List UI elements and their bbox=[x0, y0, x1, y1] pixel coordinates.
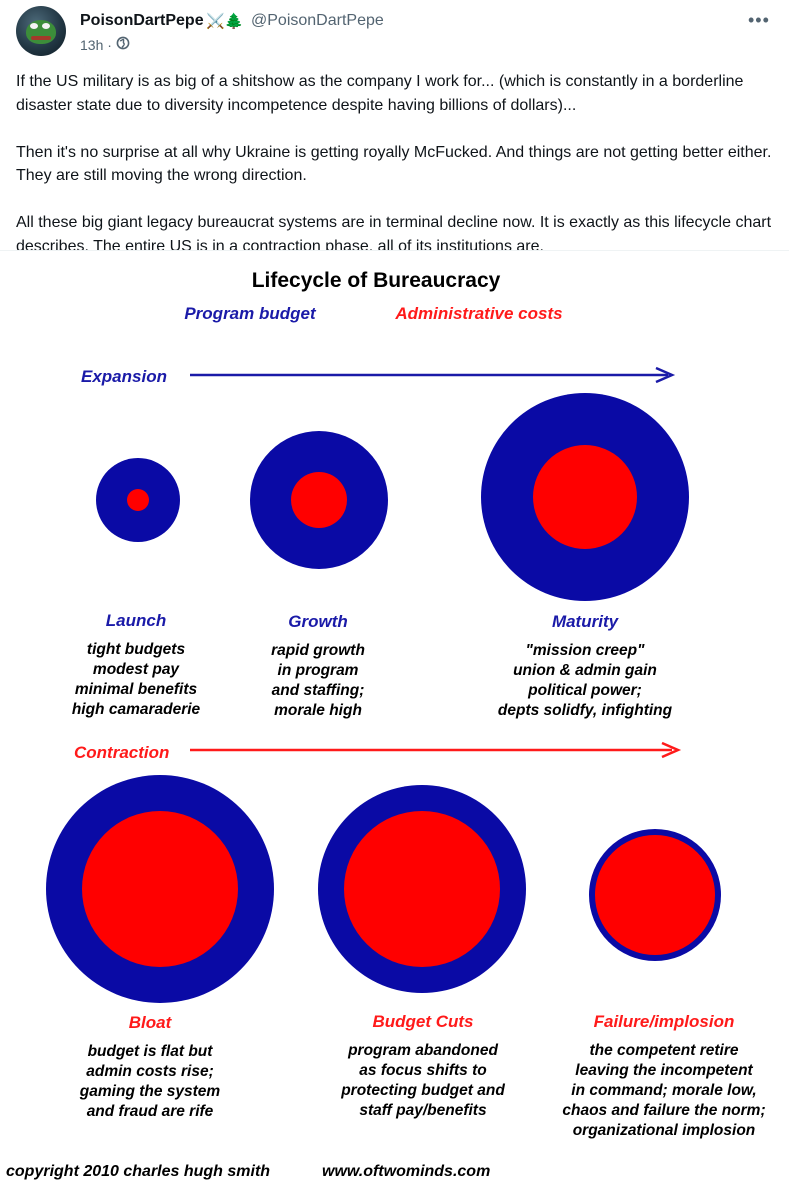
stage-budget-cuts: Budget Cuts program abandoned as focus shi… bbox=[318, 785, 526, 1119]
avatar[interactable] bbox=[16, 6, 66, 56]
stage-description-line: tight budgets bbox=[87, 641, 186, 658]
admin-costs-circle bbox=[533, 445, 637, 549]
stage-description-line: and staffing; bbox=[272, 682, 365, 699]
stage-description-line: the competent retire bbox=[589, 1042, 738, 1059]
admin-costs-circle bbox=[127, 489, 149, 511]
chart-title: Lifecycle of Bureaucracy bbox=[252, 269, 501, 292]
post-paragraph: Then it's no surprise at all why Ukraine… bbox=[16, 143, 772, 185]
globe-icon bbox=[116, 36, 130, 50]
stage-description-line: protecting budget and bbox=[340, 1082, 505, 1099]
legend-administrative-costs: Administrative costs bbox=[394, 304, 562, 323]
stage-launch: Launch tight budgets modest pay minimal ben… bbox=[72, 458, 201, 718]
stage-growth: Growth rapid growth in program and staffing… bbox=[250, 431, 388, 719]
post-paragraph: If the US military is as big of a shitsh… bbox=[16, 73, 744, 114]
stage-name: Launch bbox=[106, 611, 166, 630]
stage-bloat: Bloat budget is flat but admin costs rise;… bbox=[46, 775, 274, 1120]
stage-description-line: and fraud are rife bbox=[87, 1103, 214, 1120]
stage-description-line: rapid growth bbox=[271, 642, 365, 659]
stage-maturity: Maturity "mission creep" union & admin gai… bbox=[481, 393, 689, 719]
lifecycle-chart: Lifecycle of Bureaucracy Program budget … bbox=[6, 269, 766, 1180]
contraction-arrow-head bbox=[661, 741, 682, 759]
admin-costs-circle bbox=[595, 835, 715, 955]
stage-description-line: gaming the system bbox=[79, 1083, 221, 1100]
stage-description-line: program abandoned bbox=[347, 1042, 498, 1059]
stage-description-line: political power; bbox=[527, 682, 642, 699]
stage-name: Maturity bbox=[552, 612, 620, 631]
legend-program-budget: Program budget bbox=[184, 304, 317, 323]
more-icon[interactable]: ••• bbox=[748, 10, 770, 30]
stage-name: Growth bbox=[288, 612, 348, 631]
post-header: PoisonDartPepe ⚔️🌲 @PoisonDartPepe 13h ·… bbox=[0, 0, 789, 60]
stage-description-line: budget is flat but bbox=[88, 1043, 214, 1060]
display-name[interactable]: PoisonDartPepe bbox=[80, 12, 204, 29]
stage-description-line: in command; morale low, bbox=[571, 1082, 756, 1099]
stage-failure-implosion: Failure/implosion the competent retire lea… bbox=[562, 829, 766, 1139]
stage-description-line: union & admin gain bbox=[513, 662, 657, 679]
stage-description-line: "mission creep" bbox=[526, 642, 646, 659]
stage-name: Bloat bbox=[129, 1013, 173, 1032]
stage-description-line: organizational implosion bbox=[573, 1122, 756, 1139]
stage-description-line: in program bbox=[278, 662, 359, 679]
post-timestamp[interactable]: 13h · bbox=[80, 37, 112, 53]
stage-name: Failure/implosion bbox=[594, 1012, 735, 1031]
name-badge-emojis: ⚔️🌲 bbox=[206, 13, 244, 30]
admin-costs-circle bbox=[82, 811, 238, 967]
stage-description-line: minimal benefits bbox=[75, 681, 198, 698]
admin-costs-circle bbox=[291, 472, 347, 528]
website-credit: www.oftwominds.com bbox=[322, 1163, 490, 1180]
stage-description-line: depts solidfy, infighting bbox=[498, 702, 673, 719]
admin-costs-circle bbox=[344, 811, 500, 967]
stage-description-line: as focus shifts to bbox=[359, 1062, 486, 1079]
stage-description-line: admin costs rise; bbox=[86, 1063, 214, 1080]
stage-description-line: staff pay/benefits bbox=[359, 1102, 487, 1119]
stage-description-line: morale high bbox=[274, 702, 362, 719]
stage-name: Budget Cuts bbox=[372, 1012, 473, 1031]
stage-description-line: chaos and failure the norm; bbox=[562, 1102, 765, 1119]
phase-expansion-label: Expansion bbox=[81, 367, 167, 386]
user-handle[interactable]: @PoisonDartPepe bbox=[251, 12, 384, 29]
stage-description-line: leaving the incompetent bbox=[575, 1062, 753, 1079]
phase-contraction-label: Contraction bbox=[74, 743, 169, 762]
lifecycle-chart-image[interactable]: Lifecycle of Bureaucracy Program budget … bbox=[0, 250, 789, 1200]
stage-description-line: modest pay bbox=[93, 661, 181, 678]
copyright-credit: copyright 2010 charles hugh smith bbox=[6, 1163, 270, 1180]
stage-description-line: high camaraderie bbox=[72, 701, 201, 718]
expansion-arrow-head bbox=[655, 366, 676, 384]
